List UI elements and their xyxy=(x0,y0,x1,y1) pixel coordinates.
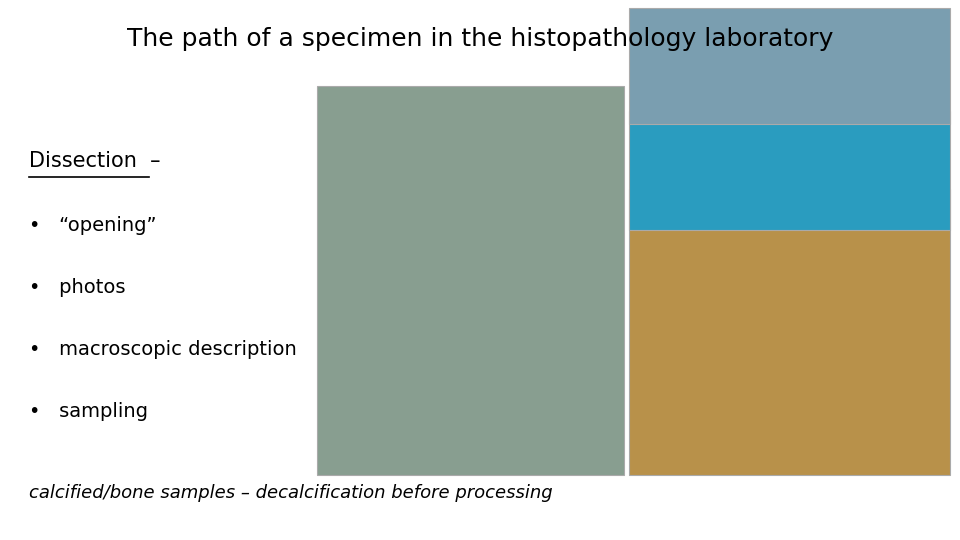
Bar xyxy=(317,86,624,475)
Text: •   photos: • photos xyxy=(29,278,126,297)
Bar xyxy=(629,8,950,124)
Text: Dissection  –: Dissection – xyxy=(29,151,160,171)
Text: The path of a specimen in the histopathology laboratory: The path of a specimen in the histopatho… xyxy=(127,27,833,51)
Text: calcified/bone samples – decalcification before processing: calcified/bone samples – decalcification… xyxy=(29,484,552,502)
Text: •   macroscopic description: • macroscopic description xyxy=(29,340,297,359)
Bar xyxy=(629,111,950,230)
Bar xyxy=(629,189,950,475)
Text: •   “opening”: • “opening” xyxy=(29,216,156,235)
Text: •   sampling: • sampling xyxy=(29,402,148,421)
